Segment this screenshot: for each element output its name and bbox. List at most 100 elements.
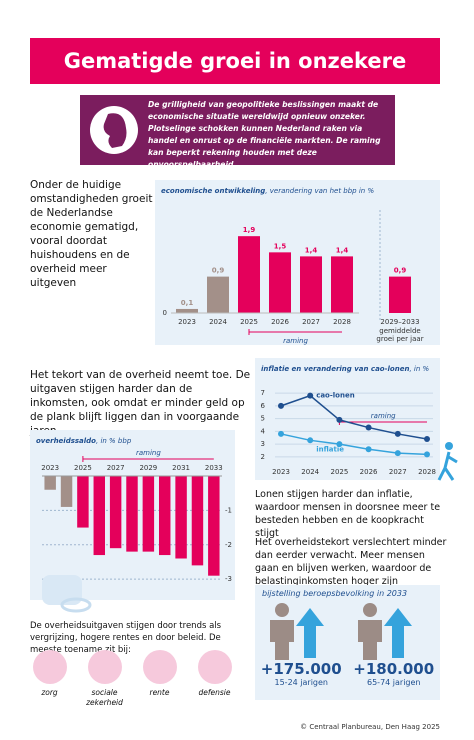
item-label: rente xyxy=(149,688,170,697)
bar xyxy=(300,256,322,313)
note: gemiddelde xyxy=(379,327,420,335)
bar xyxy=(331,256,353,313)
point xyxy=(307,437,314,444)
walker-icon xyxy=(437,442,458,481)
title-banner xyxy=(30,38,440,84)
bar xyxy=(142,476,155,552)
y-tick-label: 0 xyxy=(163,309,167,317)
text: Het overheidstekort verslechtert minder … xyxy=(255,537,447,587)
title: economische ontwikkeling xyxy=(161,187,265,195)
x-tick-label: 2027 xyxy=(107,464,125,472)
item-label: sociale zekerheid xyxy=(86,688,123,707)
x-tick-label: 2028 xyxy=(418,468,436,476)
label: 15-24 jarigen xyxy=(274,678,329,687)
icon xyxy=(87,650,122,684)
text: Onder de huidige omstandigheden groeit d… xyxy=(30,179,153,289)
balance-chart: overheidssaldo, in % bbp -1 -2 -3 2023 2025 20… xyxy=(36,437,232,583)
bar xyxy=(176,308,198,313)
text: Lonen stijgen harder dan inflatie, waard… xyxy=(255,489,441,539)
y-tick-label: 5 xyxy=(261,415,265,423)
text: De overheidsuitgaven stijgen door trends… xyxy=(30,621,222,655)
x-tick-label: 2023 xyxy=(41,464,59,472)
item-label: zorg xyxy=(41,688,58,697)
face-icon xyxy=(90,106,138,154)
value-label: 1,4 xyxy=(305,246,318,254)
bar xyxy=(93,476,105,556)
item: sociale zekerheid xyxy=(77,650,132,708)
x-tick-label: 2029–2033 xyxy=(380,318,419,326)
people-icons xyxy=(270,603,412,660)
y-tick-label: -1 xyxy=(225,506,232,514)
title: overheidssaldo xyxy=(36,437,96,445)
bar xyxy=(238,236,260,313)
wage-chart: inflatie en verandering van cao-lonen, i… xyxy=(261,365,436,476)
bar xyxy=(44,476,56,490)
bar xyxy=(269,252,291,313)
value-label: 1,9 xyxy=(243,226,256,234)
value-label: 0,9 xyxy=(394,267,407,275)
chart-title: economische ontwikkeling, verandering va… xyxy=(161,187,374,195)
bar xyxy=(389,276,411,313)
icon xyxy=(197,650,232,684)
raming-label: raming xyxy=(283,337,308,345)
y-tick-label: 7 xyxy=(261,389,265,397)
point xyxy=(365,446,372,453)
bar xyxy=(191,476,204,566)
footer: © Centraal Planbureau, Den Haag 2025 xyxy=(300,723,440,731)
subtitle: , in % bbp xyxy=(96,437,132,445)
bar xyxy=(207,276,229,313)
point xyxy=(336,416,343,423)
bar xyxy=(109,476,122,549)
y-tick-label: -3 xyxy=(225,575,232,583)
item: rente xyxy=(132,650,187,708)
x-tick-label: 2024 xyxy=(301,468,319,476)
value-label: 1,4 xyxy=(336,246,349,254)
line xyxy=(280,394,428,440)
value: +175.000 xyxy=(260,660,342,678)
x-tick-label: 2025 xyxy=(330,468,348,476)
growth-chart: economische ontwikkeling, verandering va… xyxy=(161,187,424,345)
x-tick-label: 2029 xyxy=(139,464,157,472)
point xyxy=(394,430,401,437)
legend-label: inflatie xyxy=(316,445,344,453)
item-label: defensie xyxy=(198,688,231,697)
point xyxy=(394,450,401,457)
workforce-values: +175.000 15-24 jarigen +180.000 65-74 jarig… xyxy=(255,660,440,687)
spending-items: zorg sociale zekerheid rente defensie xyxy=(22,650,242,708)
value: +180.000 xyxy=(353,660,435,678)
bar xyxy=(77,476,89,528)
bar xyxy=(60,476,73,507)
x-tick-label: 2023 xyxy=(178,318,196,326)
x-tick-label: 2027 xyxy=(389,468,407,476)
x-tick-label: 2024 xyxy=(209,318,227,326)
group: +175.000 15-24 jarigen xyxy=(255,660,348,687)
point xyxy=(365,424,372,431)
y-tick-label: 2 xyxy=(261,453,265,461)
value-label: 0,1 xyxy=(181,299,194,307)
x-tick-label: 2026 xyxy=(360,468,378,476)
purse-icon xyxy=(42,575,92,613)
x-tick-label: 2031 xyxy=(172,464,190,472)
note: groei per jaar xyxy=(376,335,423,343)
text: Het tekort van de overheid neemt toe. De… xyxy=(30,369,251,437)
bar xyxy=(175,476,187,559)
subtitle: , in % xyxy=(409,365,429,373)
point xyxy=(424,451,430,458)
y-tick-label: 6 xyxy=(261,402,266,410)
panel-title: bijstelling beroepsbevolking in 2033 xyxy=(262,589,408,598)
raming-label: raming xyxy=(371,412,396,420)
x-tick-label: 2025 xyxy=(240,318,258,326)
point xyxy=(278,430,284,437)
bar xyxy=(126,476,138,552)
point xyxy=(424,436,430,443)
label: 65-74 jarigen xyxy=(367,678,421,687)
x-tick-label: 2023 xyxy=(272,468,290,476)
panel xyxy=(155,180,440,345)
x-tick-label: 2025 xyxy=(74,464,92,472)
icon xyxy=(32,650,67,684)
value-label: 0,9 xyxy=(212,267,225,275)
title: inflatie en verandering van cao-lonen xyxy=(261,365,409,373)
legend-label: cao-lonen xyxy=(316,392,355,400)
point xyxy=(278,402,284,409)
x-tick-label: 2028 xyxy=(333,318,351,326)
